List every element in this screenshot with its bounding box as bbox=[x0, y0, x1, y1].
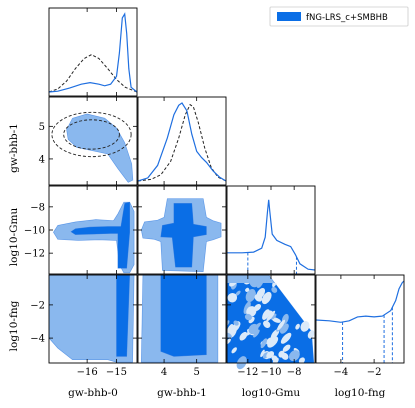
mottle-patch bbox=[229, 283, 239, 287]
mottle-patch bbox=[280, 332, 292, 344]
panel-frame-3-1 bbox=[137, 274, 227, 364]
mottle-patch bbox=[262, 309, 270, 320]
mottle-patch bbox=[270, 313, 277, 320]
mottle-patch bbox=[278, 350, 285, 358]
tick-marks bbox=[49, 8, 375, 363]
x-tick-label-gw-bhb-1-1: 5 bbox=[193, 367, 199, 378]
x-tick-label-log10-Gmu-2: −8 bbox=[287, 367, 302, 378]
prior-contour-gw-bhb-0-vs-gw-bhb-1-0 bbox=[63, 119, 120, 150]
mottle-patch bbox=[253, 329, 260, 338]
mottle-patch bbox=[266, 310, 276, 322]
y-tick-label-log10-fng-1: −2 bbox=[30, 300, 45, 311]
legend-label: fNG-LRS_c+SMBHB bbox=[306, 13, 388, 23]
mottle-patch bbox=[267, 336, 279, 348]
x-tick-label-log10-fng-1: −2 bbox=[367, 367, 382, 378]
panel-frame-1-1 bbox=[137, 96, 227, 186]
mottle-patch bbox=[271, 355, 278, 362]
mottle-patch bbox=[263, 320, 271, 328]
mottle-patch bbox=[235, 290, 241, 296]
posterior-curve-gw-bhb-0 bbox=[48, 12, 138, 93]
x-axis-label-1: gw-bhb-1 bbox=[157, 387, 207, 399]
x-tick-label-log10-Gmu-0: −12 bbox=[237, 367, 258, 378]
y-tick-label-log10-Gmu-1: −10 bbox=[24, 226, 45, 237]
x-tick-label-gw-bhb-0-1: −15 bbox=[106, 367, 127, 378]
mottle-patch bbox=[253, 303, 262, 312]
mottle-patch bbox=[249, 283, 259, 288]
y-axis-label-1: log10-Gmu bbox=[8, 208, 20, 267]
x-tick-label-log10-fng-0: −4 bbox=[334, 367, 349, 378]
y-tick-label-log10-Gmu-2: −8 bbox=[30, 202, 45, 213]
panel-frame-3-0 bbox=[48, 274, 138, 364]
mottle-patch bbox=[307, 330, 315, 339]
y-tick-label-gw-bhb-1-1: 5 bbox=[39, 122, 45, 133]
mottle-patch bbox=[298, 357, 305, 364]
mottle-patch bbox=[233, 320, 239, 326]
mottle-patch bbox=[271, 286, 278, 293]
x-tick-label-gw-bhb-1-0: 4 bbox=[161, 367, 167, 378]
y-axis-label-2: log10-fng bbox=[8, 300, 20, 351]
posterior-curve-log10-fng bbox=[315, 280, 405, 323]
mottle-patch bbox=[282, 344, 291, 352]
tick-labels: 45−12−10−8−16 −15−4−24 5 −12 −10 −8 −4 −2 bbox=[24, 122, 382, 378]
mottle-patch bbox=[295, 323, 300, 330]
panel-frame-1-0 bbox=[48, 96, 138, 186]
panel-frame-0-0 bbox=[48, 7, 138, 97]
mottled-region-log10-Gmu-vs-log10-fng bbox=[227, 283, 315, 370]
posterior-curve-gw-bhb-1 bbox=[137, 102, 227, 182]
contour-2sigma-gw-bhb-0-vs-log10-Gmu-0 bbox=[53, 201, 135, 274]
panel-frame-3-3 bbox=[315, 274, 405, 364]
legend-frame bbox=[269, 6, 409, 27]
mottle-patch bbox=[243, 301, 251, 315]
y-tick-label-log10-fng-0: −4 bbox=[30, 334, 45, 345]
posterior-curve-log10-Gmu bbox=[227, 199, 316, 271]
mottle-patch bbox=[279, 323, 289, 334]
mottle-patch bbox=[261, 291, 272, 305]
mottle-patch bbox=[272, 283, 277, 288]
prior-contour-gw-bhb-0-vs-gw-bhb-1-1 bbox=[51, 111, 132, 158]
contour-fills bbox=[48, 113, 315, 370]
mottle-patch bbox=[231, 347, 237, 354]
mottle-patch bbox=[277, 319, 286, 331]
legend-swatch bbox=[277, 12, 301, 21]
mottle-patch bbox=[256, 283, 265, 288]
contour-1sigma-gw-bhb-0-vs-log10-Gmu-0 bbox=[70, 201, 130, 269]
mottle-patch bbox=[227, 292, 238, 303]
mottle-patch bbox=[271, 317, 281, 323]
y-tick-label-log10-Gmu-0: −12 bbox=[24, 249, 45, 260]
prior-curve-gw-bhb-1 bbox=[137, 103, 227, 182]
x-tick-label-gw-bhb-0-0: −16 bbox=[77, 367, 98, 378]
x-axis-label-2: log10-Gmu bbox=[242, 387, 301, 399]
mottle-patch bbox=[245, 287, 250, 292]
mottle-patch bbox=[256, 287, 266, 299]
mottle-patch bbox=[239, 331, 248, 341]
mottle-patch bbox=[300, 321, 310, 332]
x-tick-label-log10-Gmu-1: −10 bbox=[260, 367, 281, 378]
y-tick-label-gw-bhb-1-0: 4 bbox=[39, 154, 45, 165]
contour-1sigma-gw-bhb-1-vs-log10-Gmu-0 bbox=[160, 203, 207, 268]
mottle-patch bbox=[248, 323, 259, 335]
y-axis-label-0: gw-bhb-1 bbox=[8, 123, 20, 173]
mottle-patch bbox=[260, 338, 268, 349]
mottle-patch bbox=[227, 338, 231, 345]
mottle-patch bbox=[266, 351, 275, 359]
mottle-patch bbox=[227, 320, 230, 327]
prior-curve-gw-bhb-0 bbox=[48, 54, 138, 93]
panel-frame-2-2 bbox=[226, 185, 316, 275]
legend: fNG-LRS_c+SMBHB bbox=[269, 6, 409, 27]
x-axis-label-0: gw-bhb-0 bbox=[68, 387, 118, 399]
x-axis-label-3: log10-fng bbox=[335, 387, 386, 399]
mottle-patch bbox=[244, 313, 252, 321]
contour-1sigma-gw-bhb-1-vs-log10-fng-0 bbox=[160, 274, 207, 357]
curves bbox=[48, 12, 405, 363]
mottle-patch bbox=[245, 289, 256, 302]
mottle-patch bbox=[260, 349, 265, 358]
contour-2sigma-gw-bhb-0-vs-log10-fng-0 bbox=[48, 274, 135, 363]
mottle-patch bbox=[289, 350, 300, 362]
